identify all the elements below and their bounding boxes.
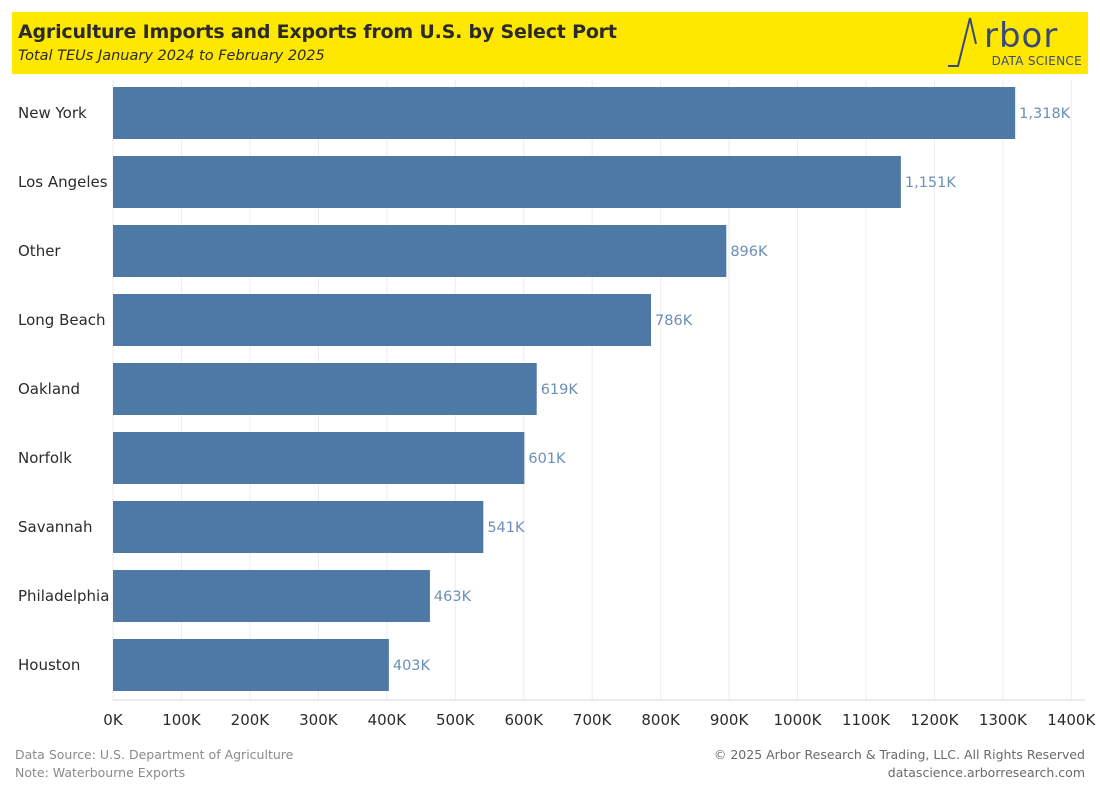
bar bbox=[113, 156, 901, 208]
category-label: Savannah bbox=[18, 518, 93, 536]
bar-chart: New York 1,318K Los Angeles 1,151K Other 896K… bbox=[18, 80, 1096, 729]
bar bbox=[113, 87, 1016, 139]
x-tick-label: 1200K bbox=[910, 711, 959, 729]
category-label: Other bbox=[18, 242, 61, 260]
value-label: 541K bbox=[487, 520, 525, 536]
footnote: Note: Waterbourne Exports bbox=[15, 765, 186, 780]
bar bbox=[113, 501, 484, 553]
footer-right: © 2025 Arbor Research & Trading, LLC. Al… bbox=[714, 746, 1085, 782]
x-tick-label: 300K bbox=[299, 711, 339, 729]
bar bbox=[113, 225, 727, 277]
bar bbox=[113, 570, 430, 622]
copyright: © 2025 Arbor Research & Trading, LLC. Al… bbox=[713, 747, 1085, 762]
x-tick-label: 500K bbox=[436, 711, 476, 729]
category-label: Oakland bbox=[18, 380, 80, 398]
x-tick-label: 800K bbox=[641, 711, 681, 729]
x-tick-label: 0K bbox=[103, 711, 124, 729]
x-tick-label: 1000K bbox=[773, 711, 822, 729]
logo-word: rbor bbox=[984, 16, 1059, 56]
chart-title: Agriculture Imports and Exports from U.S… bbox=[18, 21, 617, 43]
value-label: 403K bbox=[393, 658, 431, 674]
x-tick-label: 900K bbox=[710, 711, 750, 729]
website-link[interactable]: datascience.arborresearch.com bbox=[887, 765, 1085, 780]
value-label: 619K bbox=[541, 382, 579, 398]
bar bbox=[113, 639, 389, 691]
x-tick-label: 600K bbox=[504, 711, 544, 729]
logo-tagline: DATA SCIENCE bbox=[991, 54, 1082, 68]
arbor-logo: rbor DATA SCIENCE bbox=[946, 14, 1082, 72]
x-tick-label: 1100K bbox=[842, 711, 891, 729]
category-label: New York bbox=[18, 104, 87, 122]
value-label: 1,151K bbox=[905, 175, 957, 191]
value-label: 601K bbox=[528, 451, 566, 467]
bar bbox=[113, 363, 537, 415]
category-label: Long Beach bbox=[18, 311, 106, 329]
data-source: Data Source: U.S. Department of Agricult… bbox=[15, 747, 294, 762]
x-tick-label: 1400K bbox=[1047, 711, 1096, 729]
bar bbox=[113, 294, 652, 346]
x-tick-label: 100K bbox=[162, 711, 202, 729]
bar bbox=[113, 432, 525, 484]
header-banner: Agriculture Imports and Exports from U.S… bbox=[12, 12, 1088, 74]
value-label: 896K bbox=[730, 244, 768, 260]
category-label: Los Angeles bbox=[18, 173, 108, 191]
value-label: 463K bbox=[434, 589, 472, 605]
value-label: 1,318K bbox=[1019, 106, 1071, 122]
x-tick-label: 400K bbox=[368, 711, 408, 729]
arbor-logo-mark-icon bbox=[948, 17, 977, 67]
x-tick-label: 700K bbox=[573, 711, 613, 729]
category-label: Philadelphia bbox=[18, 587, 109, 605]
x-tick-label: 200K bbox=[231, 711, 271, 729]
category-label: Houston bbox=[18, 656, 80, 674]
x-tick-label: 1300K bbox=[979, 711, 1028, 729]
chart-subtitle: Total TEUs January 2024 to February 2025 bbox=[18, 48, 325, 64]
value-label: 786K bbox=[655, 313, 693, 329]
category-label: Norfolk bbox=[18, 449, 72, 467]
footer-left: Data Source: U.S. Department of Agricult… bbox=[15, 746, 293, 782]
